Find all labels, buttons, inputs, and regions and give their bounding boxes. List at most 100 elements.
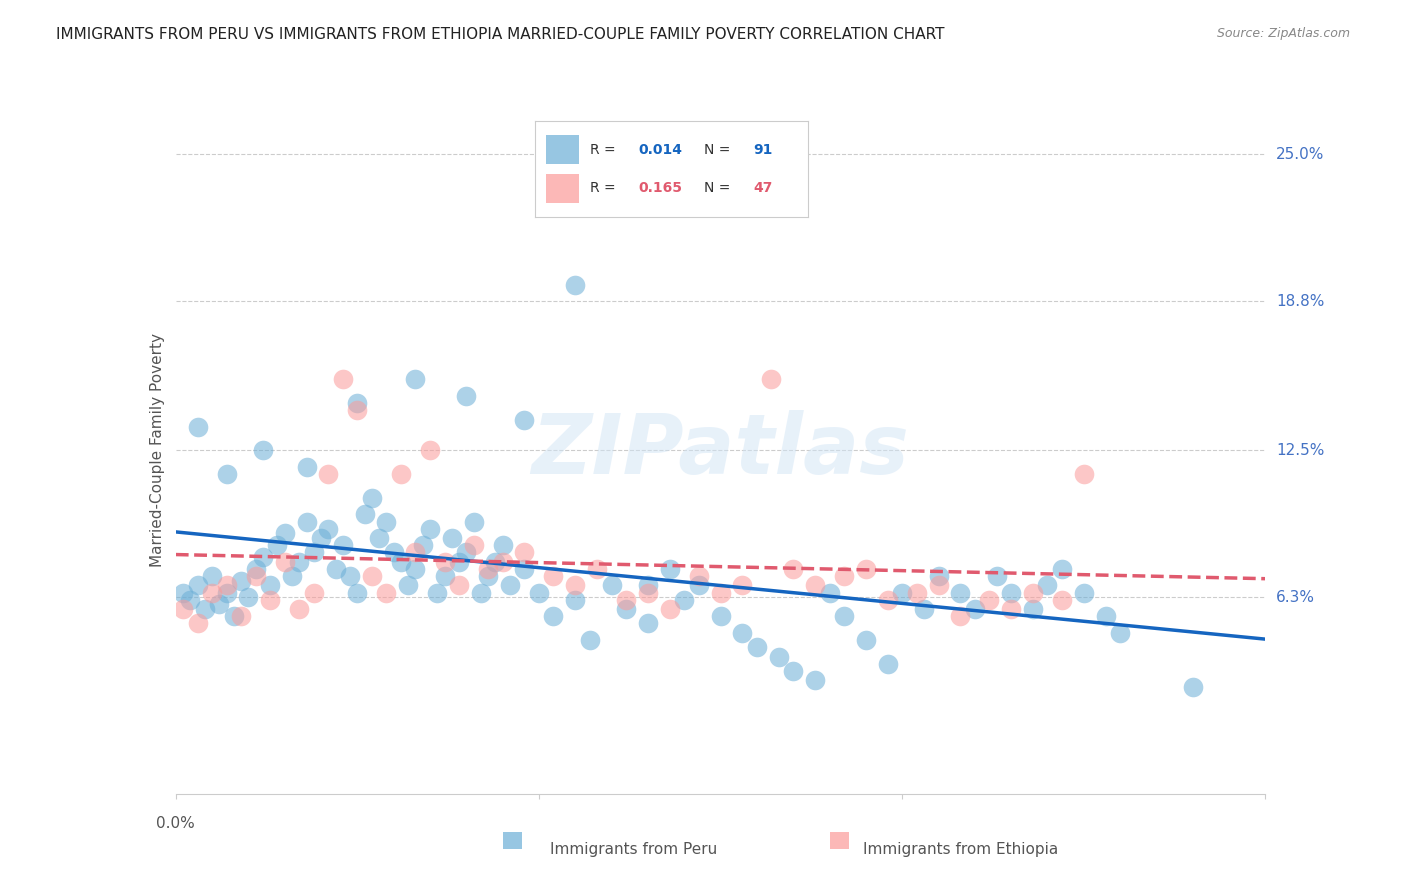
Point xyxy=(396,578,419,592)
Point xyxy=(245,569,267,583)
Point xyxy=(1050,562,1073,576)
Text: Immigrants from Peru: Immigrants from Peru xyxy=(550,842,717,857)
Point xyxy=(543,609,565,624)
Point xyxy=(912,602,935,616)
Point xyxy=(1036,578,1059,592)
Point xyxy=(447,578,470,592)
Point xyxy=(1109,625,1132,640)
Point xyxy=(614,602,637,616)
Point xyxy=(876,592,898,607)
Point xyxy=(470,585,492,599)
Point xyxy=(949,609,972,624)
Point xyxy=(710,585,733,599)
Point xyxy=(731,578,754,592)
Point xyxy=(274,526,297,541)
Point xyxy=(499,578,522,592)
Point xyxy=(426,585,449,599)
Point xyxy=(876,657,898,671)
Point xyxy=(832,609,855,624)
Point xyxy=(440,531,463,545)
Point xyxy=(782,664,804,678)
Point xyxy=(1073,467,1095,482)
Point xyxy=(855,562,877,576)
Point xyxy=(231,609,253,624)
Point xyxy=(891,585,914,599)
Point xyxy=(1022,602,1045,616)
Point xyxy=(266,538,288,552)
Point xyxy=(389,467,412,482)
Point xyxy=(564,277,586,292)
Point xyxy=(513,562,536,576)
Point xyxy=(281,569,304,583)
Point xyxy=(1181,681,1204,695)
Point xyxy=(986,569,1008,583)
Point xyxy=(477,569,499,583)
Point xyxy=(208,598,231,612)
Point xyxy=(477,562,499,576)
Point xyxy=(928,578,950,592)
Point xyxy=(761,372,783,386)
Point xyxy=(949,585,972,599)
Point xyxy=(353,508,375,522)
Point xyxy=(245,562,267,576)
Point xyxy=(318,467,340,482)
Point xyxy=(1094,609,1116,624)
Point xyxy=(1000,585,1022,599)
Point xyxy=(928,569,950,583)
Point xyxy=(637,585,659,599)
Point xyxy=(832,569,855,583)
Point xyxy=(447,555,470,569)
Text: 0.0%: 0.0% xyxy=(156,816,195,830)
Point xyxy=(492,555,515,569)
Point xyxy=(346,396,368,410)
Point xyxy=(259,592,281,607)
Point xyxy=(215,585,238,599)
Point xyxy=(658,602,681,616)
Point xyxy=(259,578,281,592)
Point xyxy=(309,531,332,545)
Point xyxy=(382,545,405,559)
Point xyxy=(201,585,224,599)
Point xyxy=(564,592,586,607)
Point xyxy=(673,592,696,607)
Text: IMMIGRANTS FROM PERU VS IMMIGRANTS FROM ETHIOPIA MARRIED-COUPLE FAMILY POVERTY C: IMMIGRANTS FROM PERU VS IMMIGRANTS FROM … xyxy=(56,27,945,42)
Text: 12.5%: 12.5% xyxy=(1277,443,1324,458)
Point xyxy=(905,585,928,599)
Point xyxy=(238,591,260,605)
Point xyxy=(543,569,565,583)
Point xyxy=(731,625,754,640)
Point xyxy=(600,578,623,592)
FancyBboxPatch shape xyxy=(503,831,522,849)
Point xyxy=(768,649,790,664)
Point xyxy=(1050,592,1073,607)
Point xyxy=(332,538,354,552)
Text: Source: ZipAtlas.com: Source: ZipAtlas.com xyxy=(1216,27,1350,40)
Point xyxy=(302,545,325,559)
Point xyxy=(527,585,550,599)
Point xyxy=(360,491,382,505)
Point xyxy=(201,569,224,583)
Point xyxy=(456,545,478,559)
Point xyxy=(614,592,637,607)
Point xyxy=(288,555,311,569)
Point xyxy=(818,585,841,599)
Point xyxy=(346,403,368,417)
Point xyxy=(222,609,245,624)
Point xyxy=(804,673,827,688)
Y-axis label: Married-Couple Family Poverty: Married-Couple Family Poverty xyxy=(149,334,165,567)
Point xyxy=(463,538,485,552)
Text: 18.8%: 18.8% xyxy=(1277,293,1324,309)
Point xyxy=(658,562,681,576)
Point xyxy=(804,578,827,592)
Point xyxy=(252,443,274,458)
Point xyxy=(186,578,209,592)
Point xyxy=(586,562,609,576)
Point xyxy=(463,515,485,529)
Point xyxy=(564,578,586,592)
Point xyxy=(375,585,398,599)
Point xyxy=(346,585,368,599)
FancyBboxPatch shape xyxy=(830,831,849,849)
Text: 25.0%: 25.0% xyxy=(1277,147,1324,162)
Point xyxy=(405,372,427,386)
Point xyxy=(231,574,253,588)
